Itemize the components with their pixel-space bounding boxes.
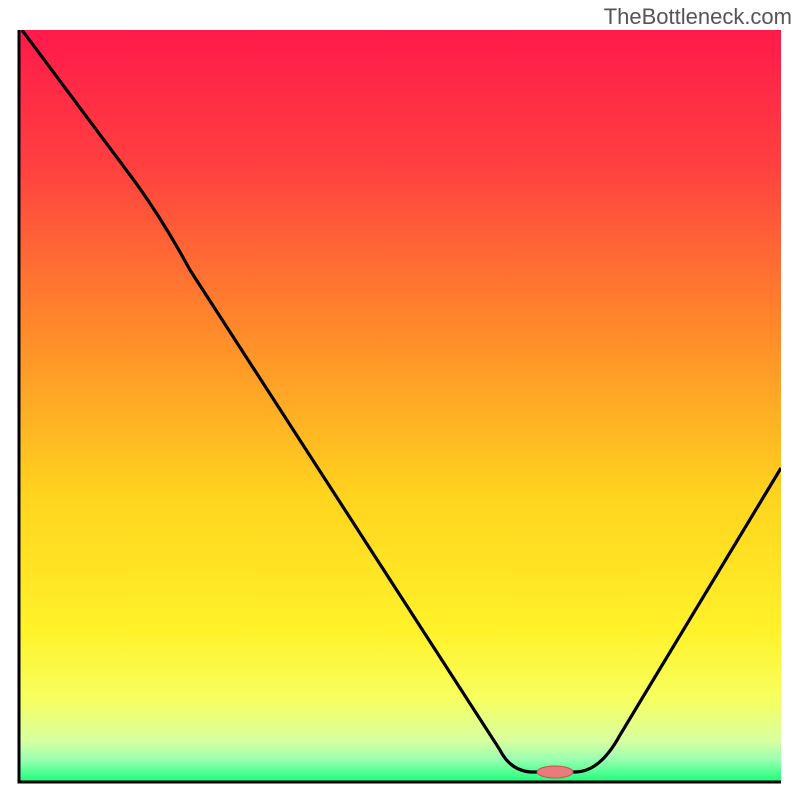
- chart-container: TheBottleneck.com: [0, 0, 800, 800]
- optimal-marker: [537, 766, 573, 778]
- chart-svg: [0, 0, 800, 800]
- gradient-background: [19, 30, 781, 782]
